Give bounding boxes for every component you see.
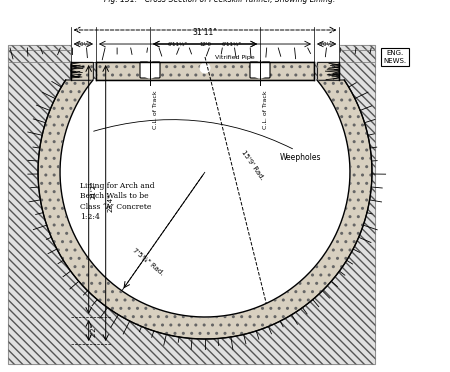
Text: 15'9' Rad.: 15'9' Rad. bbox=[241, 149, 266, 181]
Polygon shape bbox=[8, 50, 375, 62]
Text: C.L. of Track: C.L. of Track bbox=[153, 90, 158, 129]
Text: Lining for Arch and
Bench Walls to be
Class “A” Concrete
1:2:4: Lining for Arch and Bench Walls to be Cl… bbox=[80, 182, 155, 221]
FancyBboxPatch shape bbox=[140, 62, 160, 78]
Polygon shape bbox=[317, 62, 339, 80]
Text: 3'0¼": 3'0¼" bbox=[75, 42, 91, 47]
Text: 7'5¾" Rad.: 7'5¾" Rad. bbox=[132, 247, 165, 277]
FancyBboxPatch shape bbox=[250, 62, 270, 78]
Circle shape bbox=[200, 63, 210, 73]
Text: 3'0¼": 3'0¼" bbox=[319, 42, 335, 47]
Text: Vitrified Pipe: Vitrified Pipe bbox=[215, 55, 255, 61]
Circle shape bbox=[252, 62, 268, 78]
Text: 23'4": 23'4" bbox=[108, 194, 114, 212]
Polygon shape bbox=[60, 80, 350, 317]
Text: Fig. 131.—Cross-Section of Peekskill Tunnel, Showing Lining.: Fig. 131.—Cross-Section of Peekskill Tun… bbox=[104, 0, 336, 4]
Text: 6'11¼": 6'11¼" bbox=[168, 42, 188, 47]
Text: 21'2": 21'2" bbox=[91, 180, 97, 199]
Text: 2'2": 2'2" bbox=[91, 324, 97, 337]
Text: 31'11": 31'11" bbox=[193, 28, 217, 37]
Text: ENG.
NEWS.: ENG. NEWS. bbox=[383, 50, 406, 64]
Polygon shape bbox=[96, 62, 314, 80]
Text: 12'0: 12'0 bbox=[199, 42, 211, 47]
Text: Weepholes: Weepholes bbox=[280, 153, 321, 161]
Text: C.L. of Track: C.L. of Track bbox=[263, 90, 268, 129]
Polygon shape bbox=[71, 45, 339, 62]
Polygon shape bbox=[38, 80, 372, 339]
Text: 6'11¼": 6'11¼" bbox=[222, 42, 242, 47]
Polygon shape bbox=[8, 45, 375, 364]
Polygon shape bbox=[71, 62, 93, 80]
Circle shape bbox=[142, 62, 158, 78]
